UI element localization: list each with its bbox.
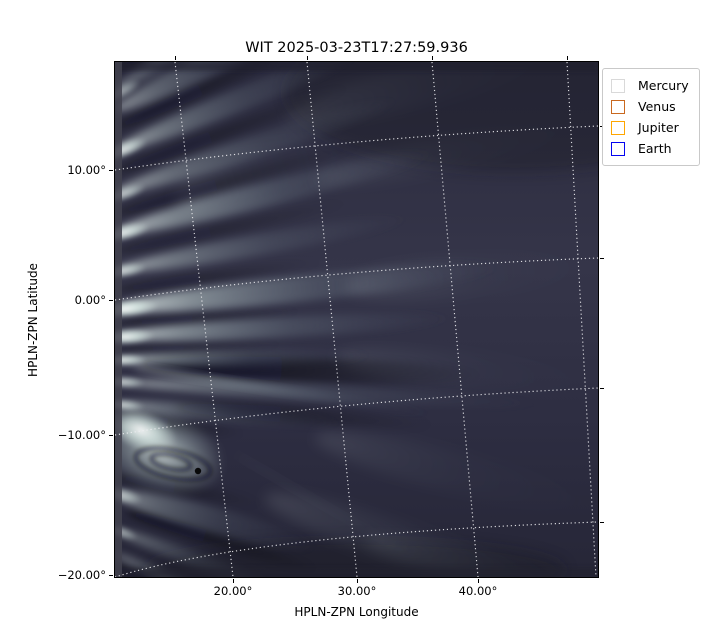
plot-title: WIT 2025-03-23T17:27:59.936 xyxy=(245,40,468,56)
dark-lane xyxy=(115,259,323,291)
legend-item: Mercury xyxy=(611,75,689,96)
bright-streak xyxy=(115,98,401,194)
bright-streak xyxy=(115,401,345,427)
dark-lane xyxy=(115,141,365,215)
streamer-core xyxy=(115,375,145,389)
tick-mark xyxy=(109,300,113,301)
tick-mark xyxy=(600,522,604,523)
dark-lane xyxy=(115,201,350,253)
top-edge-band xyxy=(115,62,598,71)
streamer-core xyxy=(115,262,147,280)
streamer-core xyxy=(115,184,146,204)
streamer-core xyxy=(115,299,159,319)
y-tick-label: −20.00° xyxy=(57,568,106,582)
tick-mark xyxy=(432,56,433,60)
y-tick-label: 10.00° xyxy=(67,163,106,177)
legend-label: Mercury xyxy=(638,78,689,93)
bright-streak xyxy=(115,379,545,408)
tick-mark xyxy=(600,388,604,389)
blob-swirl xyxy=(149,451,193,473)
legend-label: Venus xyxy=(638,99,676,114)
latitude-gridline xyxy=(115,125,598,171)
dark-spot xyxy=(194,467,202,475)
legend-label: Earth xyxy=(638,141,672,156)
venus-marker-icon xyxy=(611,99,625,114)
bright-streak xyxy=(115,216,411,272)
tick-mark xyxy=(357,579,358,583)
faint-wisp xyxy=(364,535,598,577)
x-tick-label: 30.00° xyxy=(337,584,377,598)
plot-area xyxy=(114,61,599,578)
legend-item: Jupiter xyxy=(611,117,689,138)
x-tick-label: 20.00° xyxy=(213,584,253,598)
tick-mark xyxy=(175,56,176,60)
left-edge-column xyxy=(115,62,122,577)
blob-highlight xyxy=(115,407,178,453)
bright-streak xyxy=(115,62,366,152)
latitude-gridline xyxy=(115,387,598,436)
dark-lane xyxy=(115,62,326,129)
dark-lane xyxy=(115,342,285,352)
legend-item: Earth xyxy=(611,138,689,159)
tick-mark xyxy=(307,56,308,60)
earth-marker-icon xyxy=(611,141,625,156)
x-tick-label: 40.00° xyxy=(458,584,498,598)
streamer-core xyxy=(115,222,151,244)
tick-mark xyxy=(109,575,113,576)
jupiter-marker-icon xyxy=(611,120,625,135)
streamer-core xyxy=(115,137,148,163)
mercury-marker-icon xyxy=(611,78,625,93)
blob-swirl xyxy=(133,446,213,482)
streamer-core xyxy=(115,353,147,367)
tick-mark xyxy=(600,258,604,259)
tick-mark xyxy=(233,579,234,583)
bright-streak xyxy=(115,491,318,552)
y-axis-label: HPLN-ZPN Latitude xyxy=(26,263,40,377)
bright-streak xyxy=(115,263,503,312)
dark-lane xyxy=(126,511,319,572)
faint-wisp xyxy=(314,431,598,518)
tick-mark xyxy=(109,435,113,436)
streamer-core xyxy=(115,328,155,346)
bright-streak xyxy=(132,366,440,416)
legend-label: Jupiter xyxy=(638,120,679,135)
tick-mark xyxy=(567,56,568,60)
latitude-gridline xyxy=(115,521,598,577)
dark-lane xyxy=(115,86,350,173)
faint-wisp xyxy=(334,347,598,396)
dark-lane xyxy=(115,309,305,326)
tick-mark xyxy=(109,170,113,171)
bright-streak xyxy=(115,150,436,234)
legend-item: Venus xyxy=(611,96,689,117)
bright-streak xyxy=(115,313,455,341)
bright-streak xyxy=(115,349,375,366)
latitude-gridline xyxy=(115,257,598,301)
y-tick-label: 0.00° xyxy=(74,293,106,307)
tick-mark xyxy=(478,579,479,583)
x-axis-label: HPLN-ZPN Longitude xyxy=(294,605,419,619)
y-tick-label: −10.00° xyxy=(57,428,106,442)
heliospheric-image xyxy=(115,62,598,577)
bright-streak xyxy=(115,62,322,112)
faint-wisp xyxy=(234,453,495,577)
legend: Mercury Venus Jupiter Earth xyxy=(602,68,700,166)
